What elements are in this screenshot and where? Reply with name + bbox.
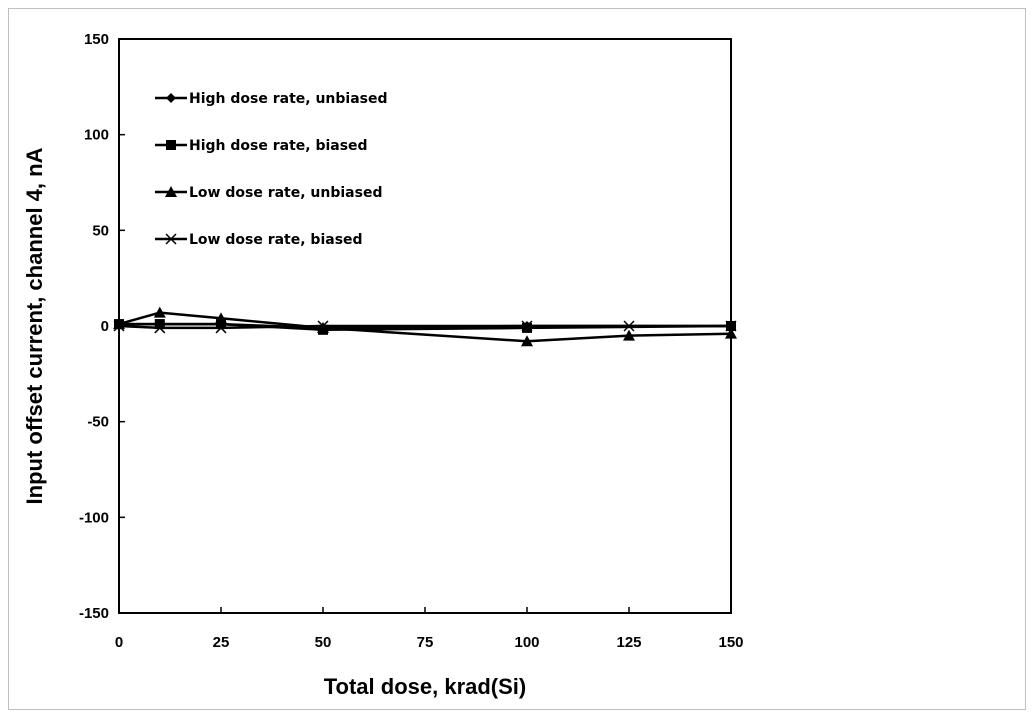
x-tick-label: 50 [315,634,332,651]
data-point [165,233,177,245]
data-point [521,320,533,332]
data-point [623,329,635,341]
data-point-stroke [215,322,227,334]
data-point-stroke [725,320,737,332]
data-point [215,312,227,324]
legend-item: High dose rate, unbiased [155,91,388,107]
x-tick-label: 25 [213,634,230,651]
x-tick-label: 75 [417,634,434,651]
data-point [153,306,166,318]
legend-label: Low dose rate, unbiased [189,185,382,201]
series-layer [113,306,737,347]
data-point [317,320,329,332]
data-point [166,93,176,103]
x-tick-label: 100 [514,634,539,651]
legend: High dose rate, unbiased High dose rate, … [155,91,388,248]
data-point [113,320,125,332]
x-axis-title: Total dose, krad(Si) [324,674,527,699]
data-point [521,335,533,347]
legend-label: High dose rate, unbiased [189,91,388,107]
y-tick-label: 150 [84,31,109,48]
legend-item: Low dose rate, biased [155,232,363,248]
y-tick-label: 50 [92,222,109,239]
series-triangle [113,306,737,347]
data-point-stroke [113,320,125,332]
data-point [165,186,177,197]
legend-label: High dose rate, biased [189,138,368,154]
y-tick-label: 0 [101,318,109,335]
y-axis: -150 -100 -50 0 50 100 150 [79,31,125,622]
y-tick-label: -100 [79,509,109,526]
x-tick-label: 0 [115,634,123,651]
data-point [216,319,226,330]
data-point [725,327,737,339]
data-point [166,140,176,150]
data-point [725,320,737,332]
data-point-stroke [154,322,166,334]
y-tick-label: -150 [79,605,109,622]
data-point-stroke [317,320,329,332]
data-point [522,322,532,333]
legend-label: Low dose rate, biased [189,232,363,248]
y-tick-label: 100 [84,127,109,144]
data-point [154,322,166,334]
data-point [317,321,329,333]
data-point [623,320,635,332]
data-point [215,322,227,334]
y-axis-title: Input offset current, channel 4, nA [22,147,47,504]
x-tick-label: 150 [718,634,743,651]
series-x [113,320,737,334]
x-tick-label: 125 [616,634,641,651]
x-axis: 0 25 50 75 100 125 150 [115,607,744,651]
data-point [154,319,165,330]
data-point-stroke [521,320,533,332]
y-tick-label: -50 [87,414,109,431]
data-point-stroke [623,320,635,332]
legend-item: Low dose rate, unbiased [155,185,382,201]
data-point-stroke [165,233,177,245]
legend-item: High dose rate, biased [155,138,368,154]
